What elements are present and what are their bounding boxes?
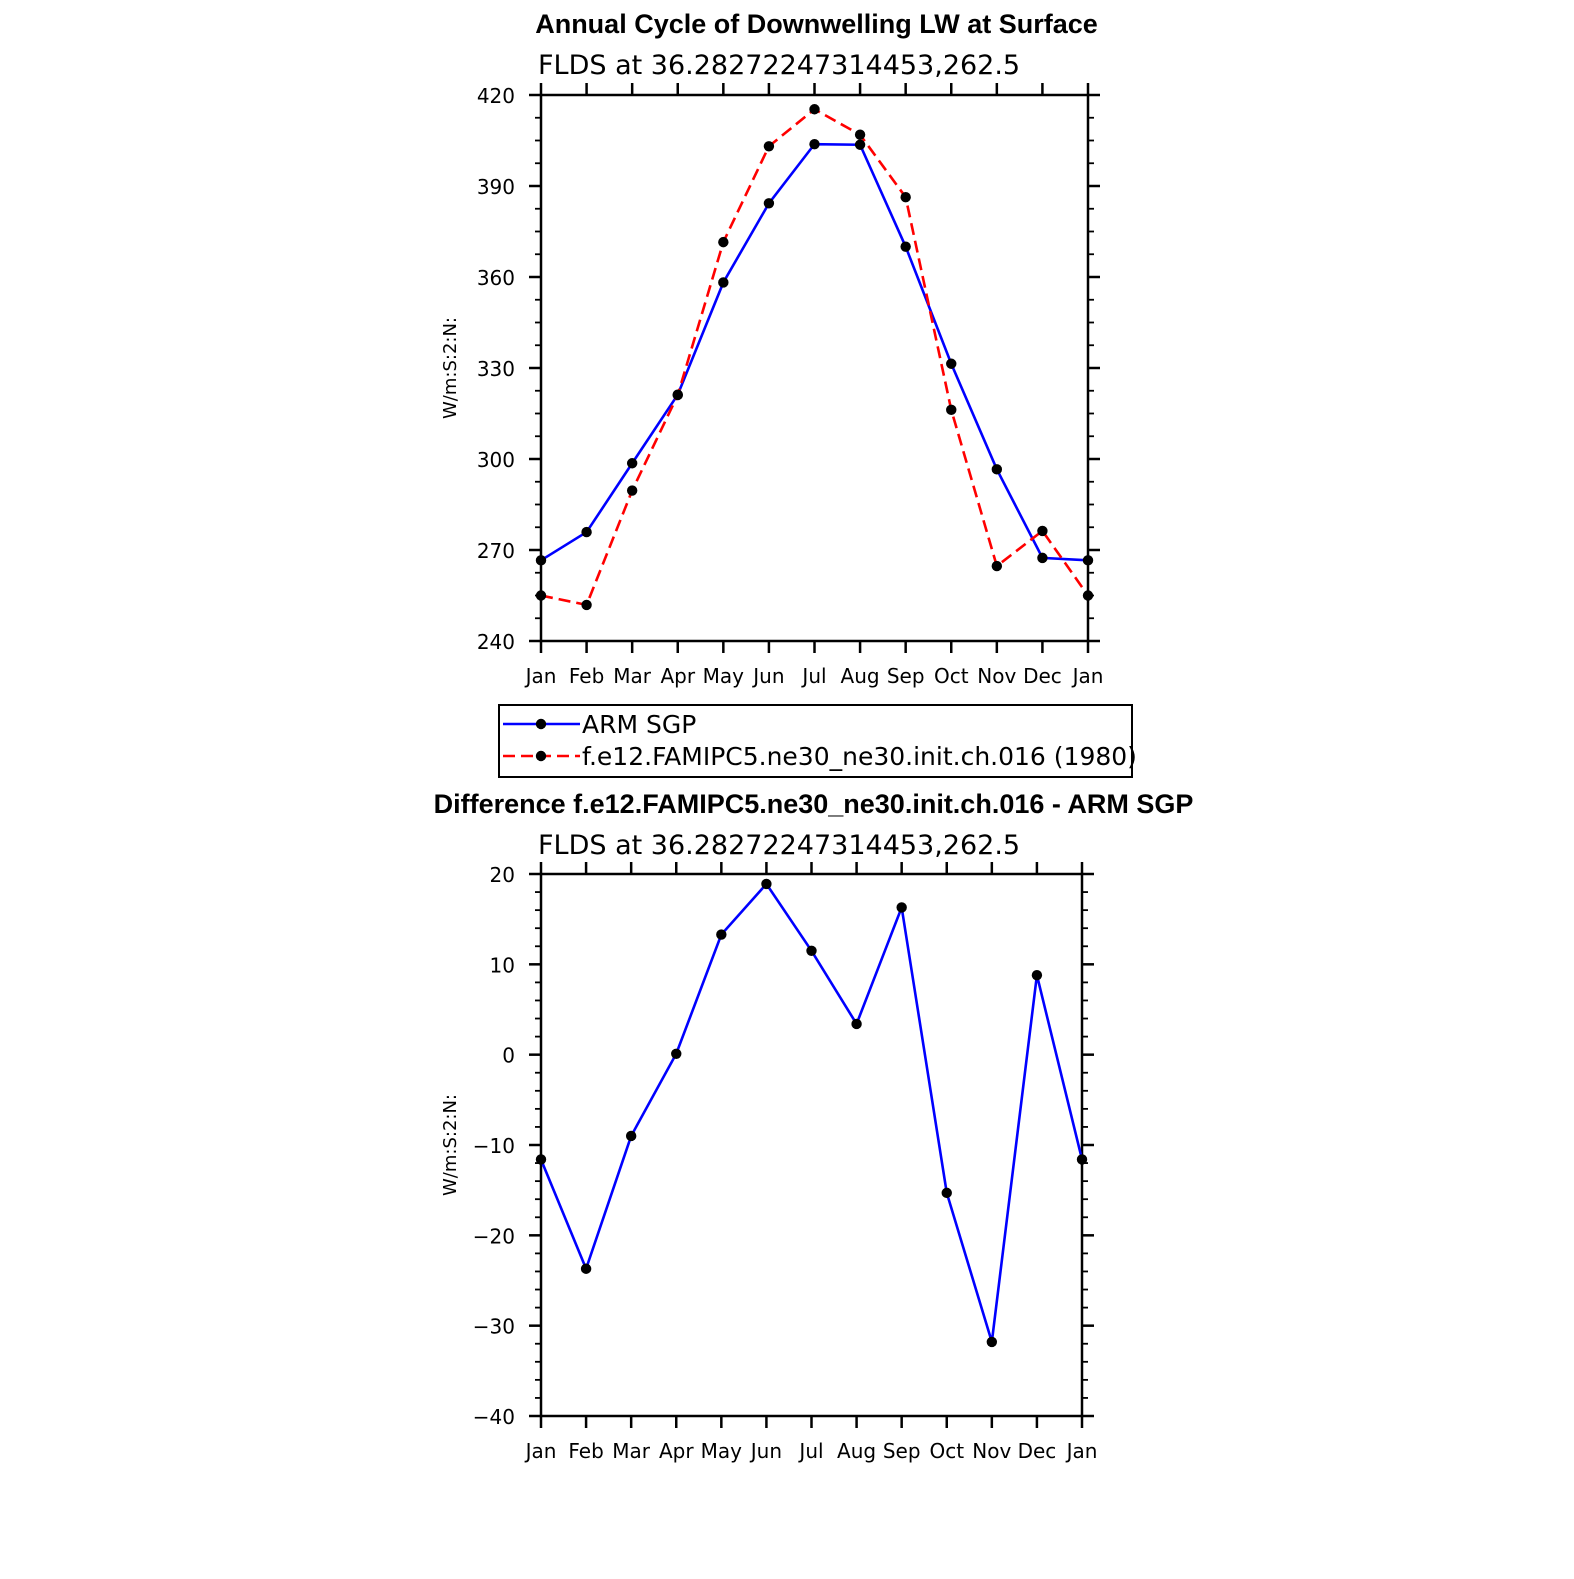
x-tick-label: Mar xyxy=(612,1439,651,1463)
x-tick-label: Jul xyxy=(800,664,826,688)
y-tick-label: 10 xyxy=(490,953,515,977)
x-tick-label: Jan xyxy=(1071,664,1104,688)
y-tick-label: −40 xyxy=(473,1405,515,1429)
series-1-point xyxy=(946,358,957,369)
x-tick-label: Feb xyxy=(568,1439,603,1463)
series-2-point xyxy=(991,560,1003,572)
series-1-point xyxy=(718,277,729,288)
legend-box xyxy=(498,704,1133,778)
series-1-point xyxy=(1076,1154,1088,1165)
x-tick-label: Sep xyxy=(887,664,925,688)
x-tick-label: Nov xyxy=(977,664,1016,688)
chart-panel-2: Difference f.e12.FAMIPC5.ne30_ne30.init.… xyxy=(434,789,1194,1463)
x-tick-label: Jan xyxy=(524,1439,557,1463)
series-line-2 xyxy=(540,107,1090,607)
series-1-point xyxy=(1031,969,1043,981)
x-tick-label: Sep xyxy=(883,1439,921,1463)
series-1-point xyxy=(581,526,592,538)
x-tick-label: Oct xyxy=(929,1439,964,1463)
series-1-point xyxy=(1082,555,1094,566)
y-axis-label: W/m:S:2:N: xyxy=(440,1094,461,1196)
series-1-point xyxy=(761,878,772,890)
series-2-point xyxy=(535,590,547,601)
series-2-point xyxy=(763,141,775,152)
y-tick-label: 240 xyxy=(477,630,515,654)
series-2-point xyxy=(946,404,957,416)
legend-label-2: f.e12.FAMIPC5.ne30_ne30.init.ch.016 (198… xyxy=(582,742,1137,771)
x-tick-label: Apr xyxy=(659,1439,694,1463)
chart-subtitle: FLDS at 36.28272247314453,262.5 xyxy=(538,830,1020,861)
legend-marker xyxy=(535,718,547,730)
series-1-point xyxy=(854,139,866,150)
series-2-point xyxy=(900,192,911,203)
x-tick-label: Dec xyxy=(1023,664,1062,688)
series-2-point xyxy=(1082,590,1094,601)
x-tick-label: May xyxy=(701,1439,743,1463)
y-axis-label: W/m:S:2:N: xyxy=(440,317,461,419)
series-2-point xyxy=(626,485,638,496)
series-1-point xyxy=(535,1154,547,1165)
y-tick-label: 360 xyxy=(477,266,515,290)
series-1-point xyxy=(900,241,911,252)
x-tick-label: Jan xyxy=(524,664,557,688)
y-tick-label: 270 xyxy=(477,539,515,563)
x-tick-label: Aug xyxy=(837,1439,876,1463)
x-tick-label: Mar xyxy=(613,664,652,688)
x-tick-label: Oct xyxy=(934,664,969,688)
series-1-point xyxy=(991,464,1003,475)
x-tick-label: Nov xyxy=(972,1439,1011,1463)
series-1-point xyxy=(580,1263,592,1274)
chart-title: Difference f.e12.FAMIPC5.ne30_ne30.init.… xyxy=(434,789,1194,819)
x-tick-label: Dec xyxy=(1018,1439,1057,1463)
series-2-point xyxy=(718,236,729,248)
x-tick-label: Jul xyxy=(797,1439,823,1463)
series-1-point xyxy=(763,198,775,209)
y-tick-label: 420 xyxy=(477,84,515,108)
chart-subtitle: FLDS at 36.28272247314453,262.5 xyxy=(538,50,1020,81)
series-1-point xyxy=(986,1336,998,1348)
series-1-point xyxy=(716,929,727,940)
series-1-point xyxy=(535,555,547,566)
y-tick-label: −30 xyxy=(473,1315,515,1339)
chart-panel-1: Annual Cycle of Downwelling LW at Surfac… xyxy=(440,9,1137,778)
series-2-point xyxy=(809,104,820,115)
x-tick-label: Jun xyxy=(751,664,784,688)
y-tick-label: 390 xyxy=(477,175,515,199)
series-2-point xyxy=(1037,525,1048,537)
series-1-point xyxy=(941,1187,952,1199)
x-tick-label: Jan xyxy=(1065,1439,1098,1463)
x-tick-label: Feb xyxy=(569,664,604,688)
x-tick-label: Jun xyxy=(749,1439,782,1463)
legend-label-1: ARM SGP xyxy=(582,710,696,739)
y-tick-label: −20 xyxy=(473,1224,515,1248)
series-line-1 xyxy=(540,142,1089,562)
x-tick-label: Apr xyxy=(660,664,695,688)
series-1-point xyxy=(625,1130,637,1142)
y-tick-label: 20 xyxy=(490,863,515,887)
y-tick-label: −10 xyxy=(473,1134,515,1158)
y-tick-label: 300 xyxy=(477,448,515,472)
y-tick-label: 330 xyxy=(477,357,515,381)
series-1-point xyxy=(896,902,907,913)
series-2-point xyxy=(854,129,866,140)
chart-title: Annual Cycle of Downwelling LW at Surfac… xyxy=(535,9,1098,39)
legend-marker xyxy=(535,750,547,762)
chart-legend: ARM SGP f.e12.FAMIPC5.ne30_ne30.init.ch.0… xyxy=(498,704,1137,778)
y-tick-label: 0 xyxy=(502,1044,515,1068)
series-1-point xyxy=(851,1018,862,1030)
series-1-point xyxy=(671,1048,682,1059)
series-1-point xyxy=(806,945,817,956)
x-tick-label: Aug xyxy=(841,664,880,688)
series-2-point xyxy=(581,599,592,611)
series-2-point xyxy=(672,389,683,401)
series-1-point xyxy=(809,138,820,150)
series-1-point xyxy=(626,458,638,469)
series-1-point xyxy=(1037,552,1048,564)
x-tick-label: May xyxy=(703,664,745,688)
